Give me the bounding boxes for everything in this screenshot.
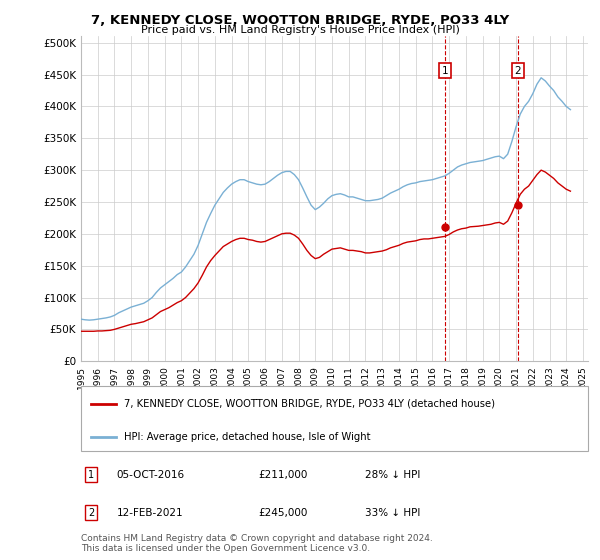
Text: Contains HM Land Registry data © Crown copyright and database right 2024.
This d: Contains HM Land Registry data © Crown c… [81, 534, 433, 553]
FancyBboxPatch shape [81, 386, 588, 451]
Text: 1: 1 [442, 66, 448, 76]
Text: £211,000: £211,000 [259, 470, 308, 480]
Text: 12-FEB-2021: 12-FEB-2021 [116, 507, 183, 517]
Text: 7, KENNEDY CLOSE, WOOTTON BRIDGE, RYDE, PO33 4LY (detached house): 7, KENNEDY CLOSE, WOOTTON BRIDGE, RYDE, … [124, 399, 495, 409]
Text: 2: 2 [514, 66, 521, 76]
Text: 05-OCT-2016: 05-OCT-2016 [116, 470, 185, 480]
Text: £245,000: £245,000 [259, 507, 308, 517]
Text: Price paid vs. HM Land Registry's House Price Index (HPI): Price paid vs. HM Land Registry's House … [140, 25, 460, 35]
Text: HPI: Average price, detached house, Isle of Wight: HPI: Average price, detached house, Isle… [124, 432, 371, 442]
Text: 33% ↓ HPI: 33% ↓ HPI [365, 507, 420, 517]
Text: 7, KENNEDY CLOSE, WOOTTON BRIDGE, RYDE, PO33 4LY: 7, KENNEDY CLOSE, WOOTTON BRIDGE, RYDE, … [91, 14, 509, 27]
Text: 28% ↓ HPI: 28% ↓ HPI [365, 470, 420, 480]
Text: 2: 2 [88, 507, 94, 517]
Text: 1: 1 [88, 470, 94, 480]
